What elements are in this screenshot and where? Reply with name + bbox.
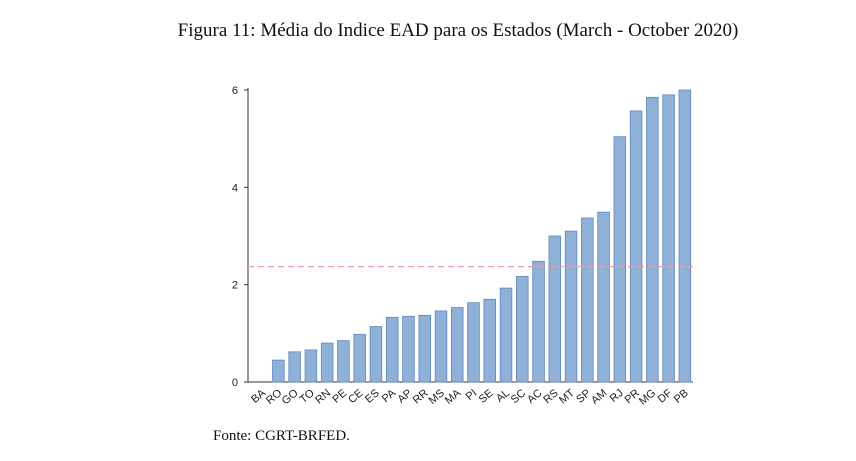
bar-go xyxy=(288,351,301,383)
bar-df xyxy=(662,94,675,383)
x-tick-label: MA xyxy=(443,387,464,407)
y-tick-label: 6 xyxy=(232,85,238,97)
bar-ce xyxy=(353,333,366,383)
bar-rs xyxy=(548,235,562,383)
bar-se xyxy=(483,298,497,383)
y-tick-label: 4 xyxy=(232,182,238,194)
bar-pr xyxy=(629,110,643,383)
bar-ro xyxy=(272,359,285,383)
bar-sp xyxy=(581,217,594,383)
bar-ac xyxy=(532,260,545,383)
bar-rr xyxy=(418,314,431,383)
bar-am xyxy=(597,211,610,383)
bar-ap xyxy=(402,315,415,383)
bar-pe xyxy=(337,340,350,383)
figure-caption: Figura 11: Média do Indice EAD para os E… xyxy=(177,20,739,41)
x-tick-label: AM xyxy=(589,387,609,407)
bar-to xyxy=(304,349,318,383)
bar-sc xyxy=(516,275,529,383)
y-axis: 0 2 4 6 xyxy=(232,85,249,389)
y-tick-label: 2 xyxy=(232,280,238,292)
bar-rn xyxy=(320,342,334,383)
bars xyxy=(272,89,692,383)
bar-mg xyxy=(646,96,659,383)
figure-source: Fonte: CGRT-BRFED. xyxy=(213,428,350,444)
y-tick-label: 0 xyxy=(232,377,238,389)
bar-es xyxy=(369,326,383,383)
bar-pi xyxy=(467,302,480,383)
x-tick-label: PB xyxy=(672,387,691,406)
x-tick-label: SE xyxy=(477,387,496,406)
bar-mt xyxy=(564,230,578,383)
bar-ma xyxy=(450,307,464,383)
bar-al xyxy=(499,287,513,383)
bar-pa xyxy=(385,316,399,383)
bar-rj xyxy=(613,136,627,383)
bar-pb xyxy=(678,89,692,383)
bar-ms xyxy=(434,310,448,383)
